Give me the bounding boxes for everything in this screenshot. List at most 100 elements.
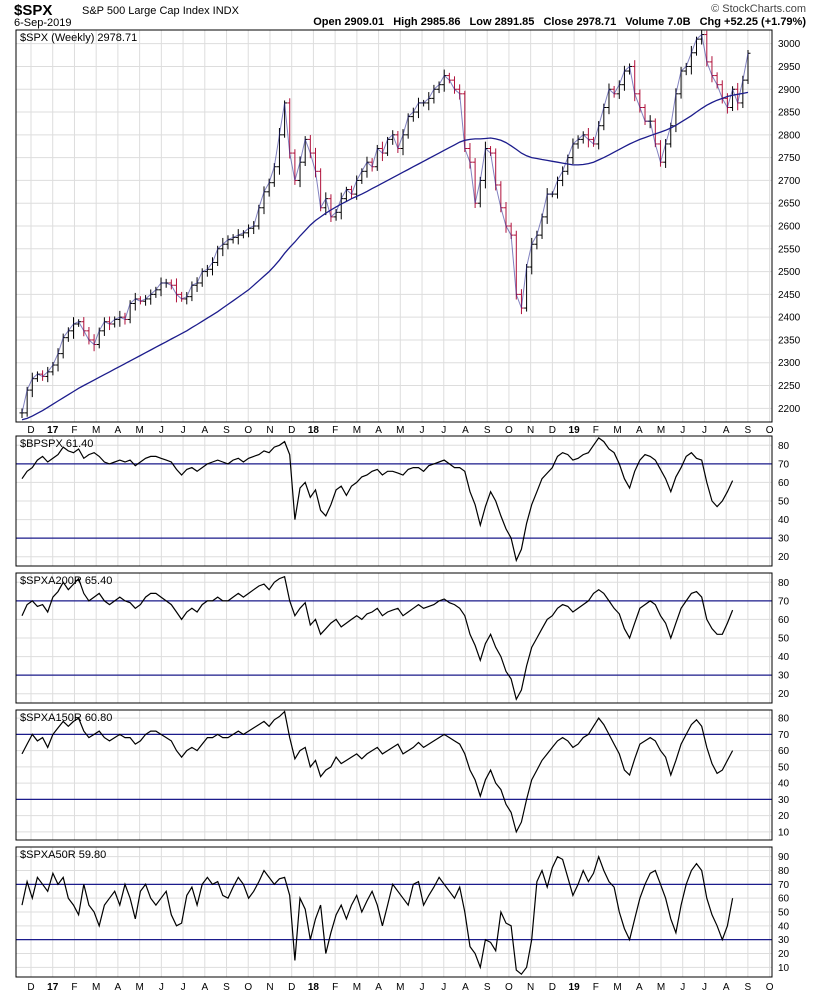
x-tick-month-label: M xyxy=(396,982,404,993)
y-tick-label: 2650 xyxy=(778,199,801,210)
y-tick-label: 40 xyxy=(778,515,790,526)
y-tick-label: 70 xyxy=(778,459,790,470)
y-tick-label: 60 xyxy=(778,746,790,757)
x-tick-year-label: 18 xyxy=(308,982,320,993)
x-tick-month-label: D xyxy=(549,982,556,993)
indicator-line xyxy=(21,710,734,834)
panel-label: $SPX (Weekly) 2978.71 xyxy=(20,32,137,44)
x-tick-month-label: S xyxy=(745,425,752,436)
y-tick-label: 60 xyxy=(778,615,790,626)
y-tick-label: 70 xyxy=(778,730,790,741)
y-tick-label: 20 xyxy=(778,811,790,822)
x-tick-month-label: O xyxy=(505,982,513,993)
x-tick-year-label: 17 xyxy=(47,982,59,993)
x-tick-month-label: S xyxy=(745,982,752,993)
y-tick-label: 10 xyxy=(778,963,790,974)
close-label: Close xyxy=(543,16,574,28)
x-tick-month-label: M xyxy=(92,425,100,436)
x-tick-month-label: M xyxy=(353,982,361,993)
x-tick-month-label: S xyxy=(223,425,230,436)
panel-frame xyxy=(15,846,773,978)
x-tick-month-label: A xyxy=(375,425,382,436)
x-tick-month-label: F xyxy=(332,425,338,436)
x-tick-month-label: M xyxy=(135,982,143,993)
chart-date: 6-Sep-2019 xyxy=(14,17,72,29)
panel-label: $SPXA200R 65.40 xyxy=(20,575,112,587)
x-tick-month-label: J xyxy=(702,982,707,993)
close-value: 2978.71 xyxy=(576,16,617,28)
x-tick-month-label: J xyxy=(420,982,425,993)
y-tick-label: 90 xyxy=(778,852,790,863)
x-tick-month-label: D xyxy=(27,982,34,993)
x-tick-month-label: M xyxy=(657,425,665,436)
x-tick-month-label: J xyxy=(680,425,685,436)
x-tick-month-label: A xyxy=(375,982,382,993)
y-tick-label: 40 xyxy=(778,652,790,663)
x-tick-month-label: F xyxy=(593,982,599,993)
x-tick-month-label: N xyxy=(266,425,273,436)
y-tick-label: 30 xyxy=(778,671,790,682)
low-value: 2891.85 xyxy=(494,16,535,28)
x-tick-month-label: A xyxy=(636,982,643,993)
brand-label[interactable]: © StockCharts.com xyxy=(711,3,806,15)
x-tick-month-label: J xyxy=(159,425,164,436)
panel-label: $SPXA150R 60.80 xyxy=(20,712,112,724)
y-tick-label: 2450 xyxy=(778,290,801,301)
y-tick-label: 2350 xyxy=(778,335,801,346)
volume-value: 7.0B xyxy=(667,16,691,28)
x-tick-month-label: J xyxy=(420,425,425,436)
y-tick-label: 50 xyxy=(778,497,790,508)
symbol: $SPX xyxy=(14,2,53,19)
y-tick-label: 80 xyxy=(778,441,790,452)
y-tick-label: 2600 xyxy=(778,222,801,233)
y-tick-label: 2500 xyxy=(778,267,801,278)
x-tick-month-label: F xyxy=(71,982,77,993)
x-tick-month-label: J xyxy=(181,982,186,993)
x-tick-month-label: O xyxy=(505,425,513,436)
y-tick-label: 30 xyxy=(778,534,790,545)
x-tick-month-label: F xyxy=(71,425,77,436)
x-tick-month-label: M xyxy=(613,982,621,993)
y-tick-label: 80 xyxy=(778,578,790,589)
y-tick-label: 3000 xyxy=(778,39,801,50)
x-tick-month-label: M xyxy=(613,425,621,436)
x-tick-month-label: O xyxy=(766,425,774,436)
y-tick-label: 2200 xyxy=(778,404,801,415)
x-tick-month-label: J xyxy=(159,982,164,993)
y-tick-label: 2900 xyxy=(778,85,801,96)
panel-label: $SPXA50R 59.80 xyxy=(20,849,106,861)
y-tick-label: 20 xyxy=(778,949,790,960)
x-tick-month-label: A xyxy=(636,425,643,436)
y-tick-label: 2250 xyxy=(778,381,801,392)
x-tick-month-label: D xyxy=(288,425,295,436)
x-tick-month-label: N xyxy=(527,425,534,436)
y-tick-label: 50 xyxy=(778,908,790,919)
panel-frame xyxy=(15,29,773,423)
x-tick-month-label: M xyxy=(657,982,665,993)
x-tick-month-label: D xyxy=(288,982,295,993)
y-tick-label: 2950 xyxy=(778,62,801,73)
y-tick-label: 2750 xyxy=(778,153,801,164)
x-tick-month-label: M xyxy=(396,425,404,436)
x-tick-month-label: O xyxy=(766,982,774,993)
open-label: Open xyxy=(313,16,342,28)
x-tick-month-label: A xyxy=(723,982,730,993)
y-tick-label: 2400 xyxy=(778,313,801,324)
y-tick-label: 30 xyxy=(778,935,790,946)
y-tick-label: 2300 xyxy=(778,358,801,369)
y-tick-label: 60 xyxy=(778,478,790,489)
x-tick-month-label: O xyxy=(244,425,252,436)
x-tick-month-label: A xyxy=(462,425,469,436)
y-tick-label: 50 xyxy=(778,634,790,645)
y-tick-label: 10 xyxy=(778,827,790,838)
y-tick-label: 70 xyxy=(778,596,790,607)
indicator-line xyxy=(21,854,734,976)
y-tick-label: 2850 xyxy=(778,108,801,119)
moving-average-line xyxy=(21,91,749,421)
x-tick-month-label: J xyxy=(181,425,186,436)
x-tick-year-label: 19 xyxy=(569,982,581,993)
x-tick-month-label: D xyxy=(549,425,556,436)
y-tick-label: 2800 xyxy=(778,130,801,141)
change-label: Chg xyxy=(699,16,721,28)
